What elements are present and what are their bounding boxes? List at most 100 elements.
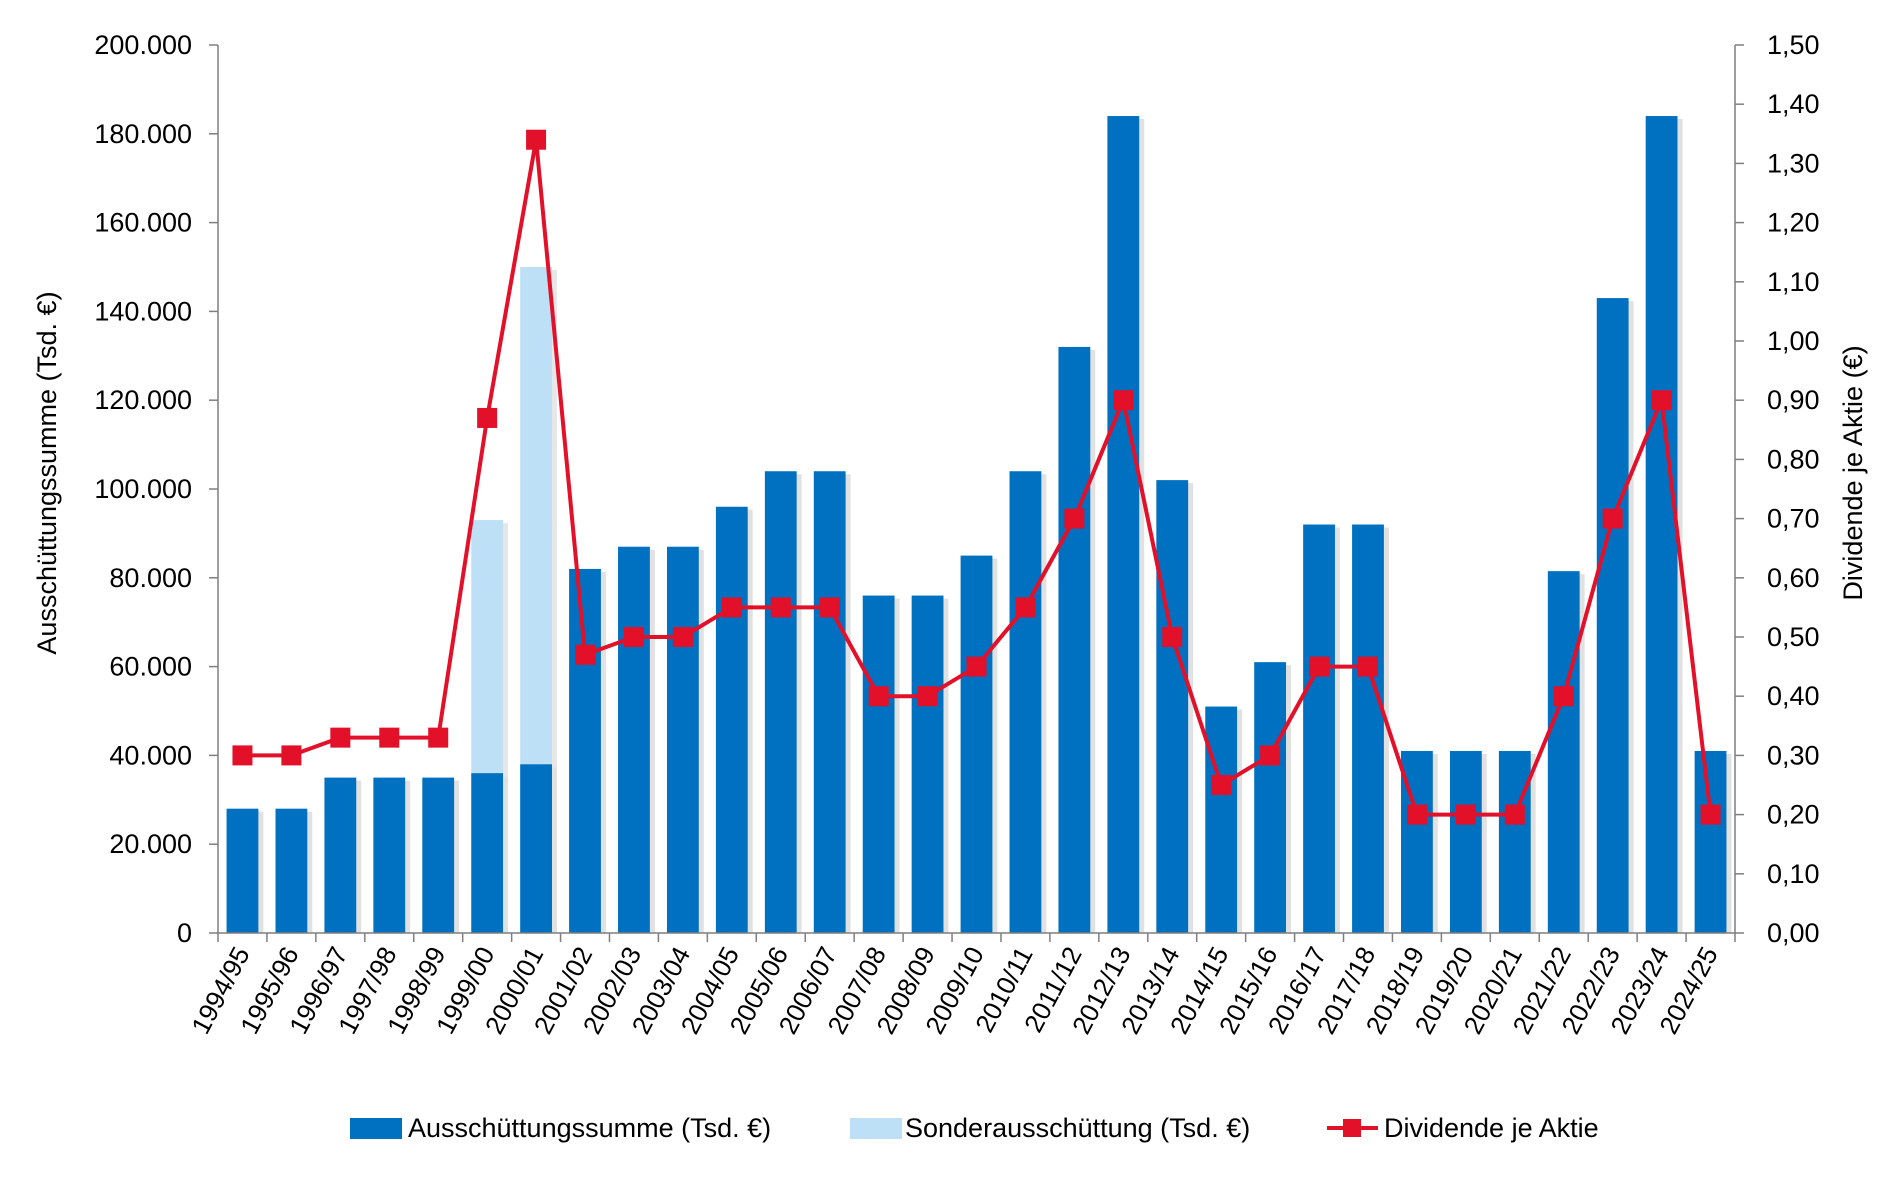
bar-sonderausschuettung <box>520 267 552 765</box>
y2-tick-label: 1,20 <box>1767 208 1820 238</box>
line-layer <box>232 129 1721 825</box>
bar-ausschuettungssumme <box>226 808 259 933</box>
dividend-marker <box>1064 508 1085 529</box>
dividend-marker <box>1406 804 1427 825</box>
y-axis-title: Ausschüttungssumme (Tsd. €) <box>32 291 62 654</box>
legend-label-ausschuettungssumme: Ausschüttungssumme (Tsd. €) <box>408 1113 771 1143</box>
dividend-marker <box>428 727 449 748</box>
dividend-marker <box>672 627 693 647</box>
dividend-marker <box>1357 656 1378 677</box>
dividend-marker <box>1602 508 1623 529</box>
bar-ausschuettungssumme <box>1694 750 1727 933</box>
bar-ausschuettungssumme <box>813 471 846 933</box>
y2-tick-label: 0,30 <box>1767 740 1820 770</box>
bar-ausschuettungssumme <box>1303 524 1335 933</box>
bar-ausschuettungssumme <box>1352 524 1384 933</box>
bar-ausschuettungssumme <box>275 808 308 933</box>
dividend-marker <box>232 745 253 766</box>
dividend-marker <box>1700 804 1721 825</box>
y2-tick-label: 1,30 <box>1767 148 1820 178</box>
dividend-marker <box>575 644 596 665</box>
dividend-marker <box>281 745 302 766</box>
dividend-marker <box>1260 745 1281 766</box>
dividend-marker <box>819 597 840 618</box>
bar-ausschuettungssumme <box>862 595 895 933</box>
y-tick-label: 60.000 <box>109 652 192 682</box>
legend-swatch-ausschuettungssumme <box>350 1118 402 1139</box>
bar-ausschuettungssumme <box>911 595 944 933</box>
y2-tick-label: 0,10 <box>1767 859 1820 889</box>
y2-tick-label: 0,80 <box>1767 444 1820 474</box>
bar-ausschuettungssumme <box>960 555 993 933</box>
bar-ausschuettungssumme <box>1058 346 1091 933</box>
legend-marker-dividende <box>1343 1119 1361 1137</box>
bar-ausschuettungssumme <box>618 546 650 933</box>
dividend-marker <box>1015 597 1036 618</box>
bar-ausschuettungssumme <box>764 471 797 933</box>
y2-tick-label: 1,00 <box>1767 326 1820 356</box>
dividend-marker <box>379 727 400 748</box>
y-tick-label: 0 <box>177 918 192 948</box>
y2-tick-label: 0,40 <box>1767 681 1820 711</box>
dividend-marker <box>477 407 498 428</box>
bar-ausschuettungssumme <box>1547 571 1580 933</box>
legend-label-sonderausschuettung: Sonderausschüttung (Tsd. €) <box>905 1113 1250 1143</box>
y2-axis-title: Dividende je Aktie (€) <box>1838 345 1868 600</box>
y-tick-label: 200.000 <box>94 30 192 60</box>
y-tick-label: 120.000 <box>94 385 192 415</box>
dividend-marker <box>1211 775 1232 795</box>
y-tick-label: 20.000 <box>109 829 192 859</box>
dividend-marker <box>1504 804 1525 825</box>
dividend-marker <box>1553 686 1574 707</box>
bar-ausschuettungssumme <box>1205 706 1238 933</box>
dividend-marker <box>917 686 938 707</box>
bar-ausschuettungssumme <box>471 773 504 933</box>
dividend-marker <box>868 686 889 707</box>
dividend-marker <box>526 129 547 150</box>
y-tick-label: 80.000 <box>109 563 192 593</box>
y2-tick-label: 1,10 <box>1767 267 1820 297</box>
bar-ausschuettungssumme <box>666 546 699 933</box>
bar-ausschuettungssumme <box>1449 750 1482 933</box>
legend: Ausschüttungssumme (Tsd. €) Sonderaussch… <box>350 1113 1599 1143</box>
legend-swatch-sonderausschuettung <box>850 1118 902 1139</box>
bar-ausschuettungssumme <box>569 568 601 933</box>
dividend-marker <box>966 656 987 677</box>
dividend-marker <box>1162 627 1183 647</box>
dividend-marker <box>623 627 644 647</box>
bar-ausschuettungssumme <box>1596 298 1629 934</box>
dividend-marker <box>1113 390 1134 411</box>
y2-tick-label: 0,60 <box>1767 563 1820 593</box>
bar-sonderausschuettung <box>471 520 504 774</box>
dividend-marker <box>330 727 351 748</box>
axes-layer <box>209 44 1744 942</box>
bar-ausschuettungssumme <box>1107 116 1140 934</box>
y2-tick-label: 0,20 <box>1767 800 1820 830</box>
bar-ausschuettungssumme <box>1498 750 1531 933</box>
y-tick-label: 140.000 <box>94 296 192 326</box>
dividend-marker <box>770 597 791 618</box>
dividend-marker <box>1309 656 1330 677</box>
bar-ausschuettungssumme <box>1645 116 1678 934</box>
legend-label-dividende: Dividende je Aktie <box>1384 1113 1599 1143</box>
bar-ausschuettungssumme <box>1156 480 1189 933</box>
bar-ausschuettungssumme <box>1254 662 1287 933</box>
y-tick-label: 100.000 <box>94 474 192 504</box>
y2-tick-label: 1,40 <box>1767 89 1820 119</box>
bar-ausschuettungssumme <box>715 506 748 933</box>
bar-ausschuettungssumme <box>1009 471 1042 933</box>
dividend-marker <box>1455 804 1476 825</box>
y-tick-label: 160.000 <box>94 208 192 238</box>
dividend-marker <box>1651 390 1672 411</box>
y2-tick-label: 0,50 <box>1767 622 1820 652</box>
y2-tick-label: 1,50 <box>1767 30 1820 60</box>
y2-tick-label: 0,70 <box>1767 504 1820 534</box>
y2-tick-label: 0,90 <box>1767 385 1820 415</box>
bar-ausschuettungssumme <box>422 777 455 933</box>
bar-ausschuettungssumme <box>373 777 406 933</box>
y2-tick-label: 0,00 <box>1767 918 1820 948</box>
dividend-marker <box>721 597 742 618</box>
bars-layer <box>226 116 1732 934</box>
